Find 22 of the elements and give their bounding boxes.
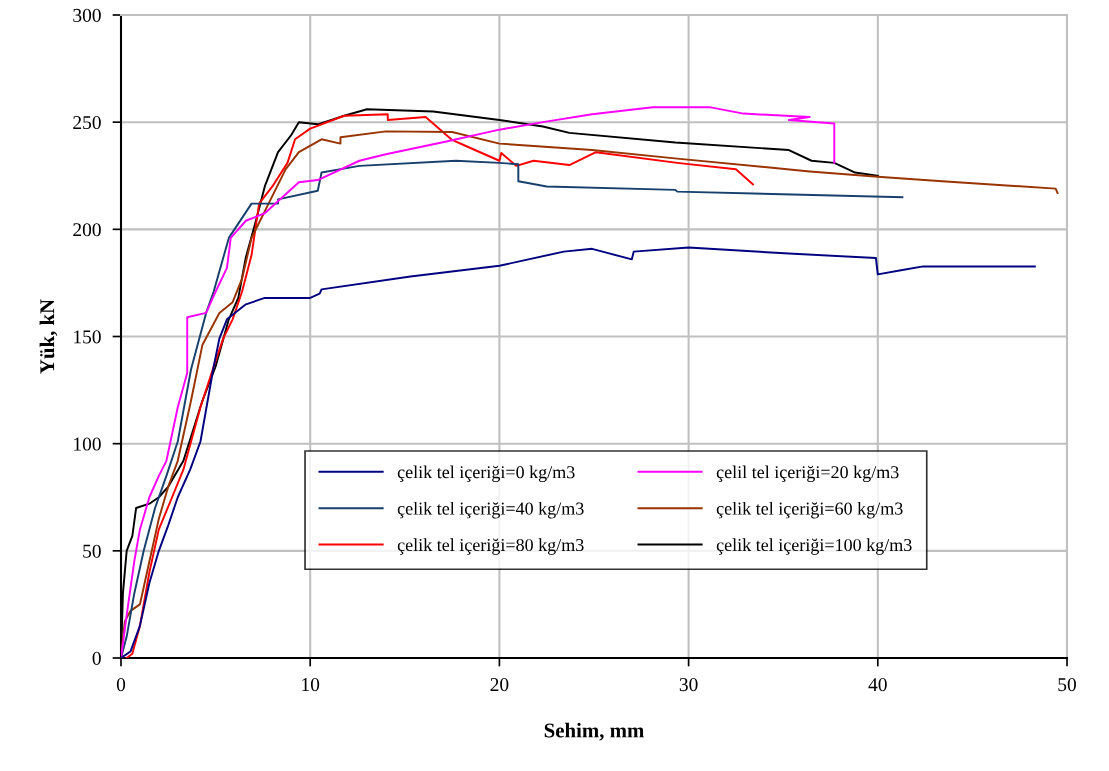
y-tick-label: 250 [73,115,101,130]
x-tick-label: 30 [679,678,698,692]
y-tick-label: 0 [92,651,101,665]
x-tick-label: 20 [490,678,509,692]
legend-label: çelik tel içeriği=0 kg/m3 [397,465,575,482]
x-tick-label: 0 [116,678,126,692]
legend-label: çelik tel içeriği=40 kg/m3 [397,501,584,519]
line-series [121,246,1036,658]
legend-label: çelil tel içeriği=20 kg/m3 [716,465,899,482]
x-tick-label: 40 [868,678,887,692]
x-axis-title: Sehim, mm [544,722,644,741]
legend-label: çelik tel içeriği=60 kg/m3 [716,501,903,519]
x-tick-label: 50 [1058,678,1076,692]
y-tick-label: 200 [73,223,101,237]
x-tick-label: 10 [302,678,320,692]
y-axis-title: Yük, kN [39,299,58,374]
legend-label: çelik tel içeriği=100 kg/m3 [716,538,912,555]
legend-label: çelik tel içeriği=80 kg/m3 [397,538,584,555]
y-tick-label: 150 [74,330,101,344]
y-tick-label: 300 [73,8,101,22]
y-tick-label: 50 [83,544,101,558]
y-tick-label: 100 [74,437,101,451]
